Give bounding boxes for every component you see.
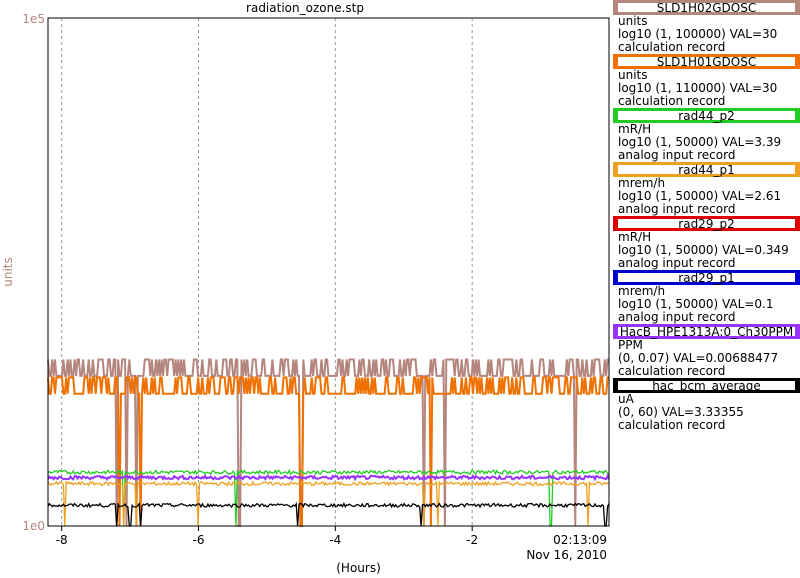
- x-tick-label: -2: [466, 533, 478, 547]
- legend-range: (0, 0.07) VAL=0.00688477: [618, 351, 779, 365]
- series-line-rad44_p1: [47, 480, 610, 527]
- legend-range: log10 (1, 50000) VAL=0.1: [618, 297, 774, 311]
- legend-entry: SLD1H01GDOSC units log10 (1, 110000) VAL=3…: [613, 54, 800, 108]
- legend-units: mR/H: [618, 122, 652, 136]
- legend-entry: rad44_p2 mR/H log10 (1, 50000) VAL=3.39 ana…: [613, 108, 800, 162]
- legend-units: uA: [618, 392, 634, 406]
- end-date-label: Nov 16, 2010: [526, 548, 607, 562]
- legend: SLD1H02GDOSC units log10 (1, 100000) VAL=3…: [613, 0, 800, 432]
- plot-frame: [47, 17, 610, 527]
- legend-series-name[interactable]: rad29_p2: [613, 216, 800, 231]
- legend-type: analog input record: [618, 310, 736, 324]
- series-lines: [47, 358, 610, 527]
- legend-units: mrem/h: [618, 176, 666, 190]
- x-tick-label: -4: [329, 533, 341, 547]
- series-line-SLD1H02GDOSC: [47, 358, 609, 527]
- legend-range: log10 (1, 100000) VAL=30: [618, 27, 778, 41]
- legend-type: calculation record: [618, 40, 726, 54]
- y-top-tick-label: 1e5: [22, 12, 45, 26]
- y-bottom-tick-label: 1e0: [22, 519, 45, 533]
- legend-series-name[interactable]: hac_bcm_average: [613, 378, 800, 393]
- series-line-rad44_p2: [47, 468, 610, 527]
- grid-lines: [61, 18, 473, 526]
- legend-type: calculation record: [618, 94, 726, 108]
- series-line-hac_bcm_average: [47, 501, 610, 527]
- legend-units: units: [618, 68, 648, 82]
- legend-entry: rad29_p1 mrem/h log10 (1, 50000) VAL=0.1 an…: [613, 270, 800, 324]
- legend-series-name[interactable]: HacB_HPE1313A:0_Ch30PPM: [613, 324, 800, 339]
- legend-units: mR/H: [618, 230, 652, 244]
- x-tick-label: -6: [193, 533, 205, 547]
- legend-range: log10 (1, 50000) VAL=2.61: [618, 189, 782, 203]
- legend-series-name[interactable]: SLD1H01GDOSC: [613, 54, 800, 69]
- legend-units: PPM: [618, 338, 643, 352]
- legend-range: (0, 60) VAL=3.33355: [618, 405, 744, 419]
- legend-entry: rad29_p2 mR/H log10 (1, 50000) VAL=0.349 an…: [613, 216, 800, 270]
- legend-entry: SLD1H02GDOSC units log10 (1, 100000) VAL=3…: [613, 0, 800, 54]
- legend-entry: hac_bcm_average uA (0, 60) VAL=3.33355 calc…: [613, 378, 800, 432]
- legend-series-name[interactable]: rad29_p1: [613, 270, 800, 285]
- legend-type: analog input record: [618, 202, 736, 216]
- legend-series-name[interactable]: rad44_p1: [613, 162, 800, 177]
- series-line-HacB_HPE1313A:0_Ch30PPM: [47, 473, 610, 482]
- legend-units: units: [618, 14, 648, 28]
- series-line-SLD1H01GDOSC: [47, 376, 609, 527]
- legend-type: calculation record: [618, 418, 726, 432]
- legend-entry: HacB_HPE1313A:0_Ch30PPM PPM (0, 0.07) VAL=…: [613, 324, 800, 378]
- legend-range: log10 (1, 50000) VAL=0.349: [618, 243, 789, 257]
- legend-range: log10 (1, 50000) VAL=3.39: [618, 135, 782, 149]
- y-axis-label: units: [1, 257, 15, 287]
- x-tick-label: -8: [56, 533, 68, 547]
- legend-units: mrem/h: [618, 284, 666, 298]
- legend-range: log10 (1, 110000) VAL=30: [618, 81, 778, 95]
- legend-type: analog input record: [618, 148, 736, 162]
- legend-series-name[interactable]: rad44_p2: [613, 108, 800, 123]
- legend-entry: rad44_p1 mrem/h log10 (1, 50000) VAL=2.61 a…: [613, 162, 800, 216]
- legend-type: calculation record: [618, 364, 726, 378]
- legend-series-name[interactable]: SLD1H02GDOSC: [613, 0, 800, 15]
- end-time-label: 02:13:09: [553, 533, 607, 547]
- legend-type: analog input record: [618, 256, 736, 270]
- x-axis-label: (Hours): [336, 561, 381, 575]
- chart-title: radiation_ozone.stp: [246, 1, 364, 15]
